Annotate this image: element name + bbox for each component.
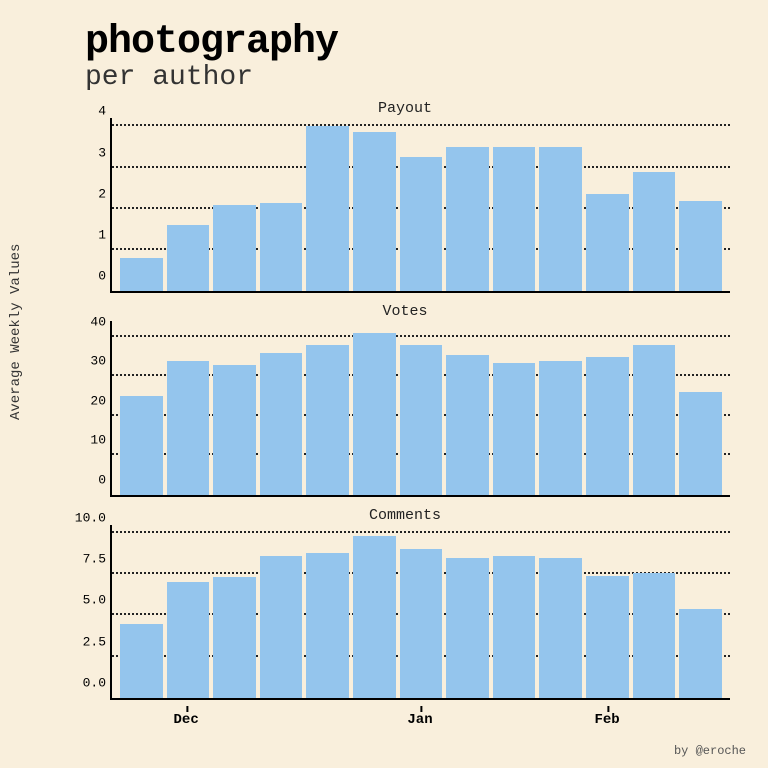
bar xyxy=(167,361,210,495)
bar xyxy=(633,172,676,292)
x-axis: Dec Jan Feb xyxy=(110,712,758,732)
bar xyxy=(446,558,489,698)
chart-title: Comments xyxy=(70,507,740,524)
y-tick-label: 3 xyxy=(98,145,106,160)
bar xyxy=(633,573,676,698)
bar xyxy=(353,536,396,698)
bar xyxy=(633,345,676,495)
bar-group xyxy=(112,525,730,698)
chart-panel: Payout01234 xyxy=(70,100,740,297)
credit-line: by @eroche xyxy=(674,744,746,758)
bar xyxy=(260,353,303,495)
bar xyxy=(120,396,163,494)
chart-panel: Comments0.02.55.07.510.0 xyxy=(70,507,740,704)
bar xyxy=(400,157,443,291)
bar xyxy=(213,577,256,698)
y-tick-label: 5.0 xyxy=(83,593,106,608)
bar xyxy=(213,205,256,292)
bar xyxy=(120,258,163,291)
y-tick-label: 2.5 xyxy=(83,634,106,649)
bar xyxy=(120,624,163,698)
bar xyxy=(586,357,629,495)
bar xyxy=(400,345,443,495)
y-tick-label: 10.0 xyxy=(75,510,106,525)
bar xyxy=(493,363,536,495)
plot-area: 010203040 xyxy=(110,321,730,496)
bar xyxy=(306,553,349,698)
bar xyxy=(679,392,722,494)
y-tick-label: 1 xyxy=(98,228,106,243)
bar xyxy=(260,556,303,698)
bar xyxy=(679,201,722,292)
bar xyxy=(493,147,536,291)
y-tick-label: 2 xyxy=(98,186,106,201)
page-subtitle: per author xyxy=(85,62,253,93)
x-tick-label: Feb xyxy=(594,712,619,728)
plot-area: 01234 xyxy=(110,118,730,293)
bar xyxy=(446,355,489,495)
bar xyxy=(493,556,536,698)
bar xyxy=(306,126,349,291)
y-tick-label: 4 xyxy=(98,104,106,119)
y-tick-label: 30 xyxy=(90,354,106,369)
y-tick-label: 0 xyxy=(98,472,106,487)
chart-title: Payout xyxy=(70,100,740,117)
bar xyxy=(586,194,629,291)
y-tick-label: 0 xyxy=(98,269,106,284)
y-tick-label: 0.0 xyxy=(83,675,106,690)
bar xyxy=(260,203,303,292)
bar xyxy=(400,549,443,698)
chart-stack: Payout01234Votes010203040Comments0.02.55… xyxy=(70,100,740,710)
x-tick-label: Jan xyxy=(407,712,432,728)
bar xyxy=(539,361,582,495)
bar-group xyxy=(112,118,730,291)
page-title: photography xyxy=(85,20,338,65)
bar xyxy=(213,365,256,495)
y-tick-label: 20 xyxy=(90,393,106,408)
bar xyxy=(167,225,210,291)
chart-panel: Votes010203040 xyxy=(70,303,740,500)
bar xyxy=(353,132,396,291)
bar xyxy=(679,609,722,698)
x-tick-label: Dec xyxy=(174,712,199,728)
bar xyxy=(306,345,349,495)
bar xyxy=(167,582,210,698)
y-tick-label: 10 xyxy=(90,433,106,448)
bar xyxy=(586,576,629,698)
bar xyxy=(353,333,396,495)
bar-group xyxy=(112,321,730,494)
bar xyxy=(539,558,582,698)
y-axis-label: Average Weekly Values xyxy=(8,244,24,420)
bar xyxy=(539,147,582,291)
bar xyxy=(446,147,489,291)
chart-title: Votes xyxy=(70,303,740,320)
plot-area: 0.02.55.07.510.0 xyxy=(110,525,730,700)
y-tick-label: 40 xyxy=(90,315,106,330)
y-tick-label: 7.5 xyxy=(83,552,106,567)
